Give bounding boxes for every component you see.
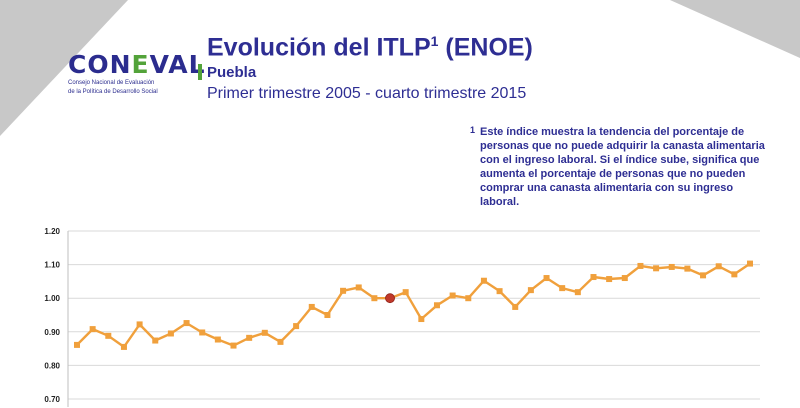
data-point bbox=[731, 271, 738, 278]
data-point bbox=[418, 316, 425, 323]
coneval-logo: CONEVAL Consejo Nacional de Evaluación d… bbox=[68, 50, 206, 96]
data-point bbox=[527, 287, 534, 294]
data-point bbox=[402, 289, 409, 296]
period-subtitle: Primer trimestre 2005 - cuarto trimestre… bbox=[207, 85, 527, 102]
data-point bbox=[261, 329, 268, 336]
y-tick-label: 0.90 bbox=[44, 328, 60, 337]
data-point bbox=[684, 265, 691, 272]
data-point bbox=[199, 329, 206, 336]
data-point bbox=[480, 277, 487, 284]
state-subtitle: Puebla bbox=[207, 64, 257, 81]
data-point bbox=[465, 295, 472, 302]
data-point bbox=[74, 341, 80, 348]
data-point bbox=[543, 275, 550, 282]
title-accent-bar bbox=[198, 64, 202, 80]
data-point bbox=[105, 332, 112, 339]
y-tick-label: 0.80 bbox=[44, 361, 60, 370]
title-footnote-marker: 1 bbox=[430, 33, 439, 49]
data-point bbox=[89, 326, 96, 333]
data-point bbox=[512, 303, 519, 310]
data-point bbox=[230, 342, 237, 349]
data-point bbox=[355, 284, 362, 291]
itlp-line-chart: 1.20 1.10 1.00 0.90 0.80 0.70 bbox=[44, 227, 760, 407]
y-tick-label: 1.10 bbox=[44, 261, 60, 270]
logo-wordmark: CONEVAL bbox=[68, 50, 206, 79]
data-point bbox=[136, 321, 143, 328]
data-point bbox=[433, 302, 440, 309]
data-point bbox=[606, 276, 613, 283]
data-point bbox=[668, 263, 675, 270]
data-point bbox=[183, 320, 190, 327]
y-tick-label: 1.00 bbox=[44, 294, 60, 303]
data-point bbox=[120, 343, 127, 350]
data-point bbox=[277, 338, 284, 345]
corner-decoration-right bbox=[670, 0, 800, 58]
data-point bbox=[574, 289, 581, 296]
data-point bbox=[590, 274, 597, 281]
footnote: 1 Este índice muestra la tendencia del p… bbox=[470, 125, 770, 209]
data-point bbox=[152, 337, 159, 344]
data-point bbox=[653, 265, 660, 272]
page-title: Evolución del ITLP1 (ENOE) bbox=[207, 33, 533, 62]
data-point bbox=[214, 336, 221, 343]
footnote-marker: 1 bbox=[470, 125, 476, 135]
logo-tagline-2: de la Política de Desarrollo Social bbox=[68, 89, 158, 95]
footnote-text: Este índice muestra la tendencia del por… bbox=[480, 126, 765, 208]
series-line bbox=[76, 262, 751, 349]
data-point bbox=[371, 295, 378, 302]
highlighted-data-point bbox=[385, 293, 395, 304]
data-point bbox=[715, 263, 722, 270]
data-point bbox=[340, 287, 347, 294]
data-point bbox=[621, 275, 628, 282]
data-point bbox=[246, 334, 253, 341]
data-point bbox=[167, 330, 174, 337]
data-point bbox=[449, 292, 456, 299]
data-point bbox=[324, 312, 331, 318]
data-point bbox=[637, 262, 644, 269]
data-point bbox=[700, 272, 707, 279]
y-tick-label: 0.70 bbox=[44, 395, 60, 404]
data-point bbox=[496, 288, 503, 295]
data-point bbox=[747, 260, 753, 267]
data-point bbox=[308, 303, 315, 310]
corner-decoration-left bbox=[0, 0, 128, 136]
logo-tagline-1: Consejo Nacional de Evaluación bbox=[68, 80, 155, 86]
data-point bbox=[293, 323, 300, 330]
data-point bbox=[559, 285, 566, 292]
y-tick-label: 1.20 bbox=[44, 227, 60, 236]
